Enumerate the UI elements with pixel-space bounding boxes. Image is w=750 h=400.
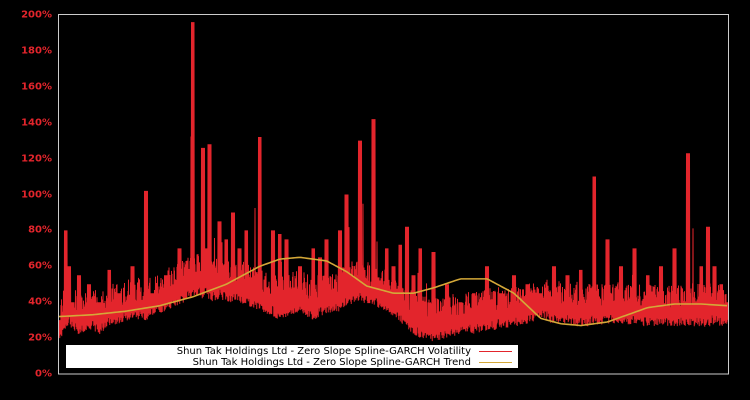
legend: Shun Tak Holdings Ltd - Zero Slope Splin… [66, 345, 518, 368]
y-tick-label: 40% [28, 296, 52, 308]
legend-item-volatility: Shun Tak Holdings Ltd - Zero Slope Splin… [177, 346, 518, 357]
y-tick-label: 80% [28, 224, 52, 236]
legend-item-trend: Shun Tak Holdings Ltd - Zero Slope Splin… [193, 357, 518, 368]
y-tick-label: 60% [28, 260, 52, 272]
y-tick-label: 0% [35, 368, 52, 380]
y-tick-label: 100% [21, 189, 52, 200]
y-tick-label: 140% [21, 117, 52, 129]
y-tick-label: 160% [21, 81, 52, 93]
y-tick-label: 20% [28, 332, 52, 344]
legend-swatch-volatility [479, 351, 512, 352]
legend-label-volatility: Shun Tak Holdings Ltd - Zero Slope Splin… [176, 346, 471, 357]
trend-series [58, 256, 728, 327]
y-tick-label: 120% [21, 153, 52, 165]
plot-frame [58, 14, 729, 375]
y-tick-label: 200% [21, 9, 52, 21]
legend-swatch-trend [479, 362, 512, 363]
y-tick-label: 180% [21, 45, 52, 57]
volatility-series [58, 22, 729, 342]
legend-label-trend: Shun Tak Holdings Ltd - Zero Slope Splin… [192, 357, 471, 368]
